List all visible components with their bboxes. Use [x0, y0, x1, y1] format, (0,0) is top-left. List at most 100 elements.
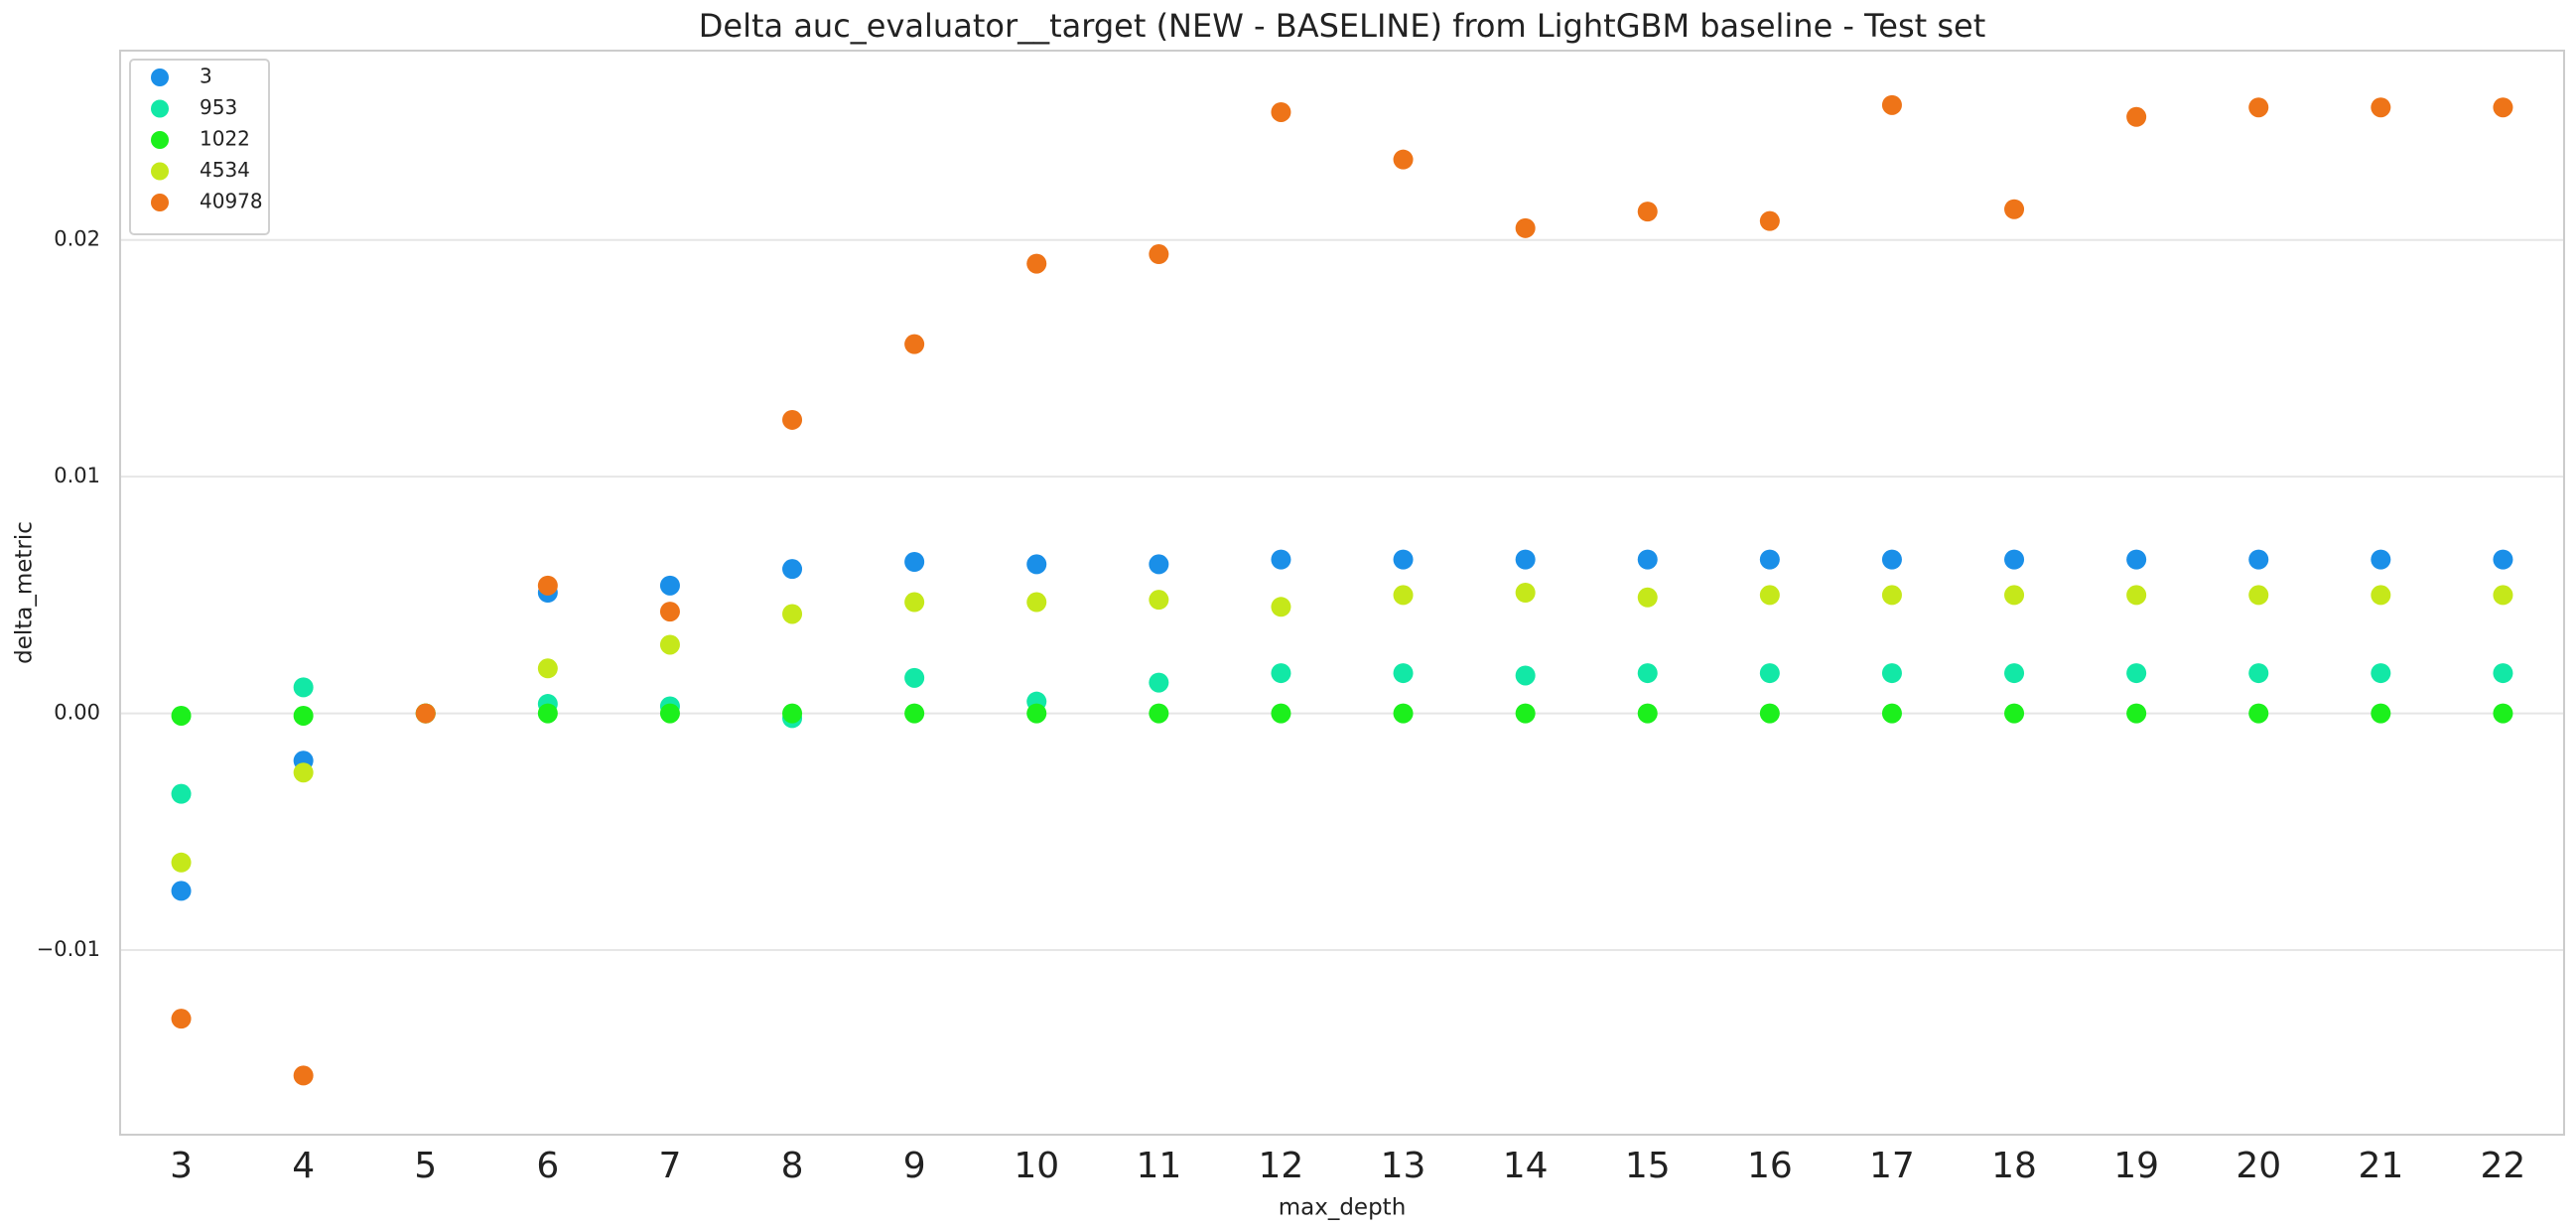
x-tick-label: 20: [2236, 1146, 2281, 1186]
x-tick-label: 16: [1747, 1146, 1793, 1186]
y-tick-label: −0.01: [37, 937, 100, 961]
point: [1759, 210, 1780, 231]
point: [2493, 97, 2513, 118]
point: [1149, 244, 1169, 265]
point: [1393, 149, 1414, 170]
point: [2371, 663, 2391, 684]
point: [2493, 585, 2513, 606]
point: [2126, 585, 2147, 606]
point: [2371, 97, 2391, 118]
point: [2248, 97, 2269, 118]
point: [1637, 587, 1658, 608]
point: [1026, 554, 1047, 575]
point: [2248, 663, 2269, 684]
point: [2371, 549, 2391, 570]
point: [1393, 585, 1414, 606]
point: [2126, 106, 2147, 127]
legend-label: 953: [200, 95, 237, 119]
point: [659, 575, 680, 596]
point: [2126, 663, 2147, 684]
point: [1881, 703, 1902, 724]
point: [2248, 703, 2269, 724]
point: [659, 602, 680, 622]
point: [2126, 549, 2147, 570]
point: [904, 552, 925, 573]
point: [1637, 549, 1658, 570]
point: [1271, 703, 1291, 724]
point: [2004, 663, 2025, 684]
point: [782, 559, 803, 580]
point: [171, 1009, 192, 1029]
point: [2493, 549, 2513, 570]
point: [293, 677, 314, 698]
point: [1759, 703, 1780, 724]
point: [1881, 549, 1902, 570]
point: [171, 705, 192, 726]
point: [904, 703, 925, 724]
point: [415, 703, 436, 724]
point: [537, 575, 558, 596]
point: [1149, 590, 1169, 611]
legend-label: 1022: [200, 127, 250, 151]
x-tick-label: 7: [658, 1146, 681, 1186]
point: [2126, 703, 2147, 724]
point: [1026, 253, 1047, 274]
point: [1149, 703, 1169, 724]
point: [1515, 217, 1536, 238]
point: [1881, 585, 1902, 606]
x-tick-label: 4: [292, 1146, 315, 1186]
point: [1759, 549, 1780, 570]
point: [171, 783, 192, 804]
point: [1393, 549, 1414, 570]
chart-title: Delta auc_evaluator__target (NEW - BASEL…: [699, 7, 1985, 45]
point: [2248, 585, 2269, 606]
point: [1759, 585, 1780, 606]
x-tick-label: 19: [2113, 1146, 2159, 1186]
x-tick-label: 18: [1991, 1146, 2037, 1186]
legend-marker: [151, 194, 169, 211]
point: [1759, 663, 1780, 684]
point: [659, 634, 680, 655]
x-tick-label: 12: [1259, 1146, 1304, 1186]
point: [2004, 549, 2025, 570]
x-tick-label: 5: [414, 1146, 437, 1186]
x-tick-label: 14: [1503, 1146, 1549, 1186]
point: [1515, 703, 1536, 724]
x-tick-label: 22: [2481, 1146, 2526, 1186]
x-tick-label: 21: [2358, 1146, 2403, 1186]
point: [2004, 585, 2025, 606]
point: [904, 592, 925, 613]
point: [537, 703, 558, 724]
point: [2371, 703, 2391, 724]
x-tick-label: 10: [1014, 1146, 1059, 1186]
legend-marker: [151, 99, 169, 118]
point: [1637, 703, 1658, 724]
y-tick-label: 0.00: [54, 701, 100, 725]
point: [1271, 101, 1291, 122]
legend-marker: [151, 162, 169, 181]
point: [1271, 663, 1291, 684]
legend-marker: [151, 131, 169, 149]
legend-marker: [151, 68, 169, 86]
x-tick-label: 13: [1381, 1146, 1426, 1186]
point: [782, 703, 803, 724]
point: [659, 703, 680, 724]
plot-frame: [119, 50, 2565, 1136]
point: [2004, 199, 2025, 219]
point: [1393, 663, 1414, 684]
x-tick-label: 9: [903, 1146, 926, 1186]
point: [171, 852, 192, 873]
y-tick-label: 0.01: [54, 464, 100, 487]
point: [782, 604, 803, 624]
point: [293, 1065, 314, 1086]
point: [1637, 663, 1658, 684]
point: [782, 409, 803, 430]
legend-label: 4534: [200, 158, 250, 182]
point: [1026, 592, 1047, 613]
point: [2493, 703, 2513, 724]
point: [537, 658, 558, 679]
x-tick-label: 8: [781, 1146, 804, 1186]
point: [1515, 583, 1536, 603]
x-tick-label: 11: [1136, 1146, 1181, 1186]
